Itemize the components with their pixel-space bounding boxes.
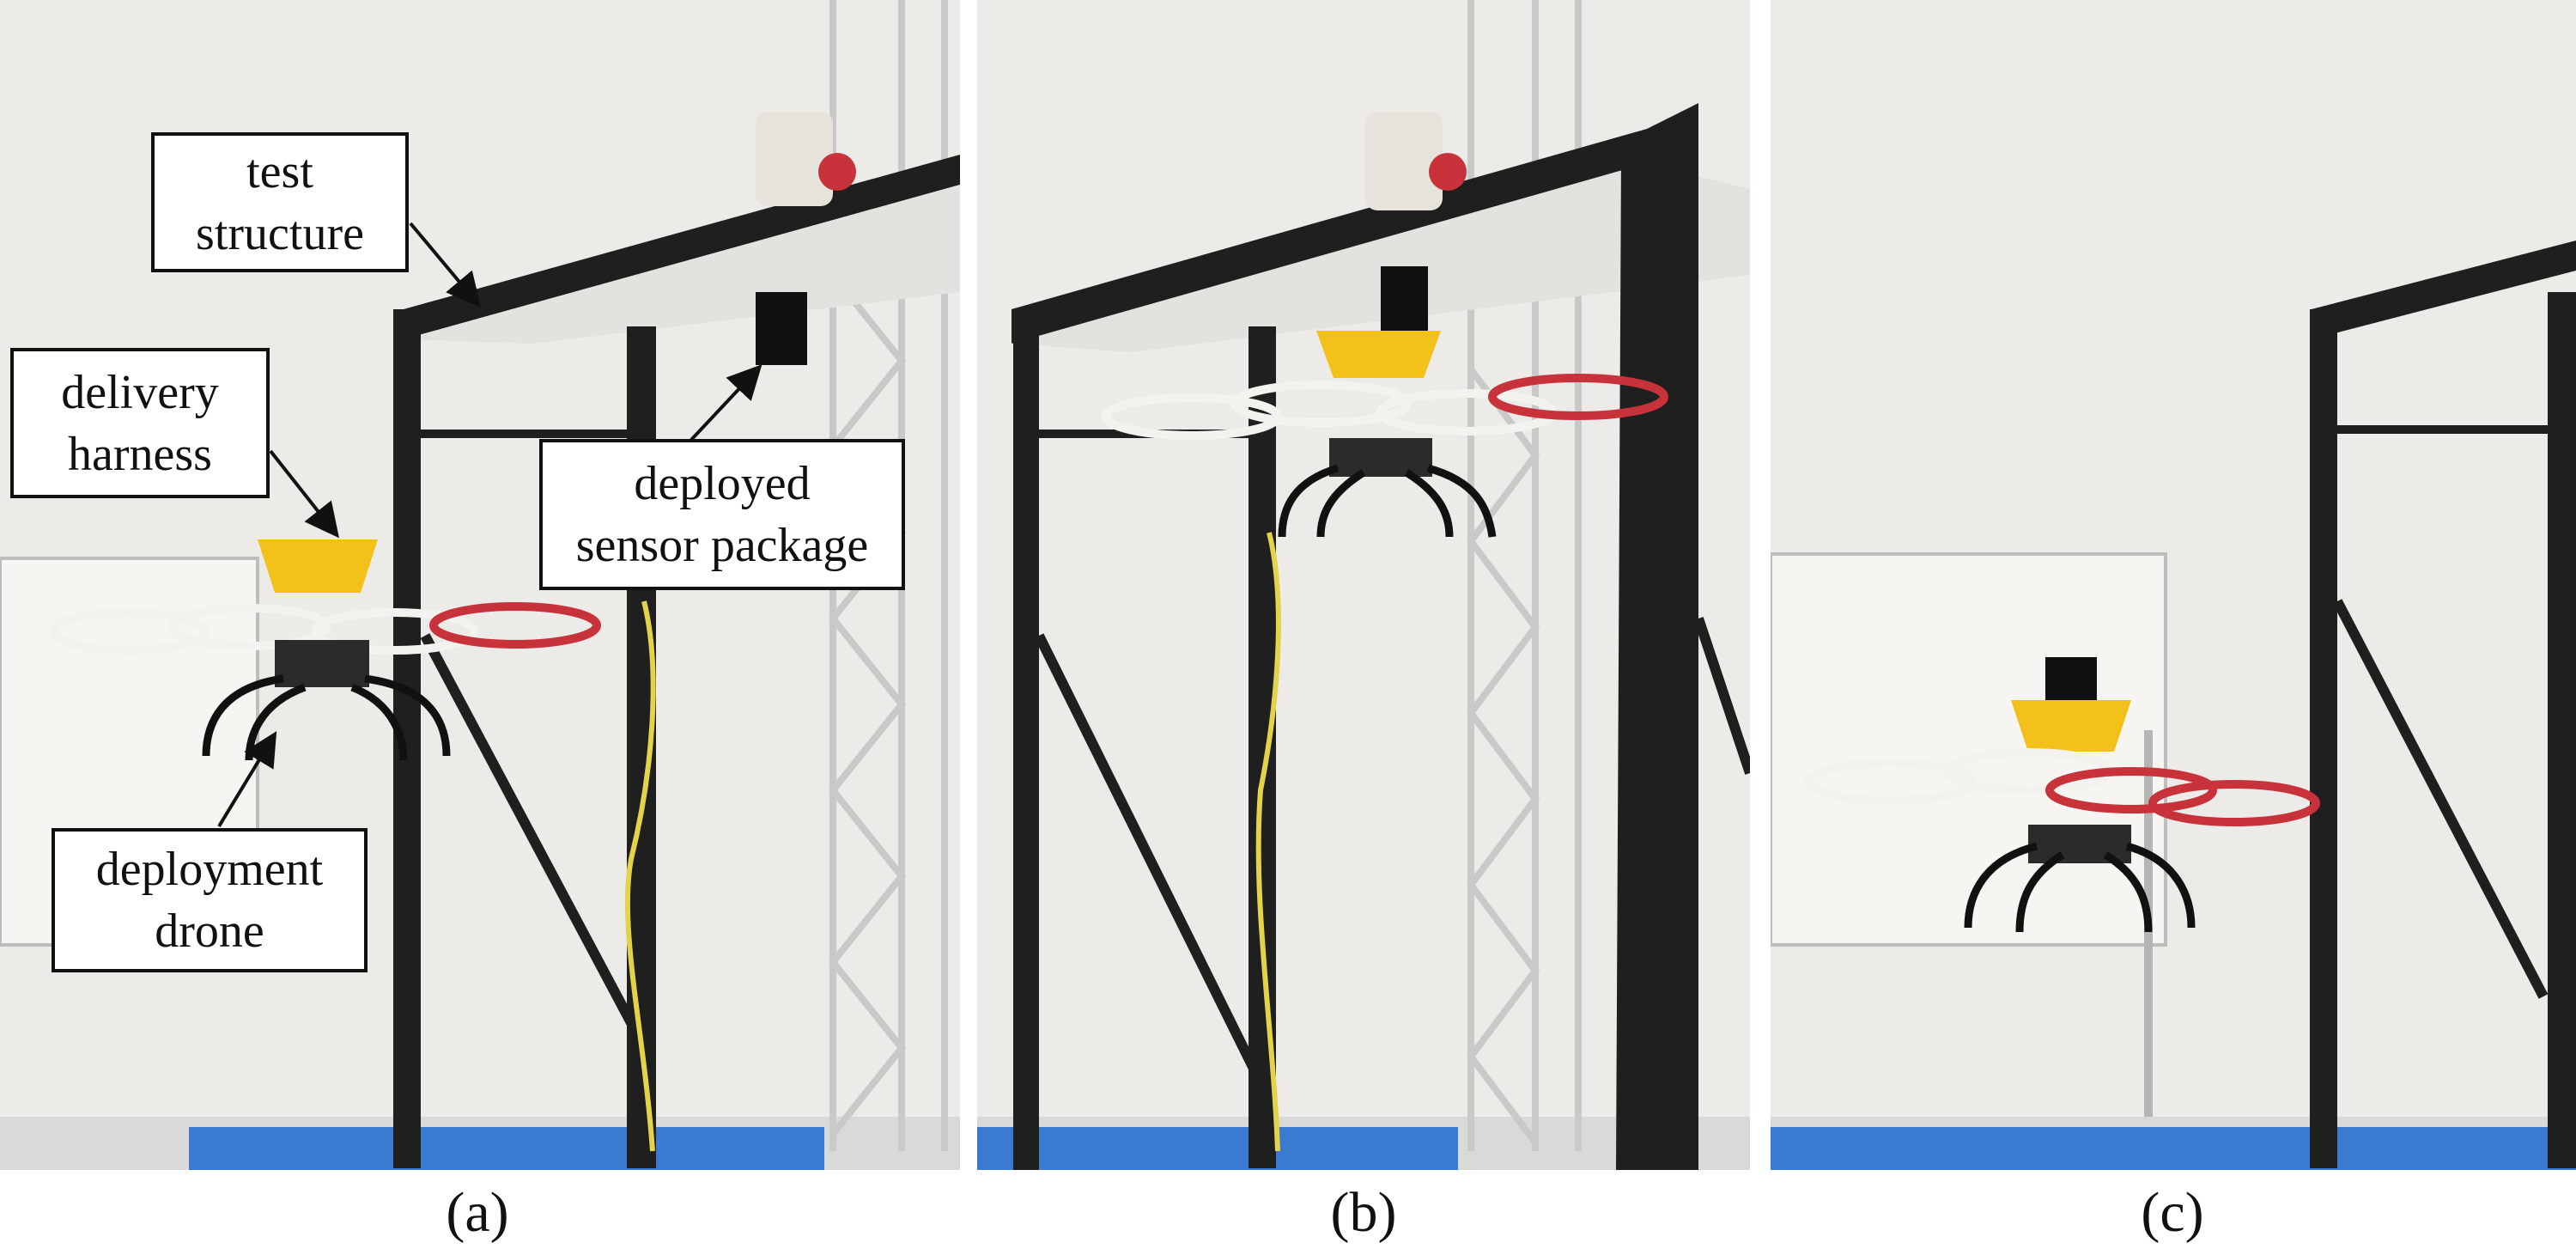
cable bbox=[624, 600, 656, 1152]
callout-line: delivery bbox=[61, 365, 219, 419]
top-sensor-red bbox=[1429, 153, 1467, 191]
callout-deployed-sensor-package: deployed sensor package bbox=[539, 439, 905, 590]
callout-line: sensor package bbox=[575, 519, 869, 572]
top-sensor bbox=[756, 112, 833, 206]
top-sensor bbox=[1365, 112, 1443, 210]
callout-deployment-drone: deployment drone bbox=[52, 828, 368, 972]
callout-line: deployment bbox=[95, 843, 324, 896]
callout-line: deployed bbox=[634, 457, 811, 510]
photo-panel-c bbox=[1771, 0, 2576, 1170]
panel-b-scene bbox=[977, 0, 1750, 1170]
callout-line: harness bbox=[68, 427, 212, 481]
test-structure-frame bbox=[1012, 103, 1750, 1170]
floor-mat bbox=[977, 1127, 1458, 1170]
deployment-drone-docked bbox=[1102, 331, 1668, 538]
deployment-drone bbox=[49, 539, 601, 761]
photo-panel-b bbox=[977, 0, 1750, 1170]
test-structure-frame bbox=[2310, 241, 2576, 1168]
top-sensor-red bbox=[818, 153, 856, 191]
deployment-drone-returning bbox=[1805, 657, 2320, 933]
caption-c: (c) bbox=[2141, 1181, 2204, 1244]
floor-mat bbox=[1771, 1127, 2576, 1170]
callout-delivery-harness: delivery harness bbox=[10, 348, 270, 498]
caption-b: (b) bbox=[1330, 1181, 1397, 1244]
cable bbox=[1255, 532, 1281, 1152]
panel-c-scene bbox=[1771, 0, 2576, 1170]
floor-mat bbox=[189, 1127, 824, 1170]
callout-line: test bbox=[246, 144, 313, 198]
caption-a: (a) bbox=[446, 1181, 509, 1244]
callout-line: drone bbox=[155, 905, 264, 958]
sensor-package bbox=[1381, 266, 1428, 335]
deployed-sensor-package bbox=[756, 292, 807, 365]
callout-line: structure bbox=[196, 206, 364, 260]
callout-test-structure: test structure bbox=[151, 132, 409, 272]
